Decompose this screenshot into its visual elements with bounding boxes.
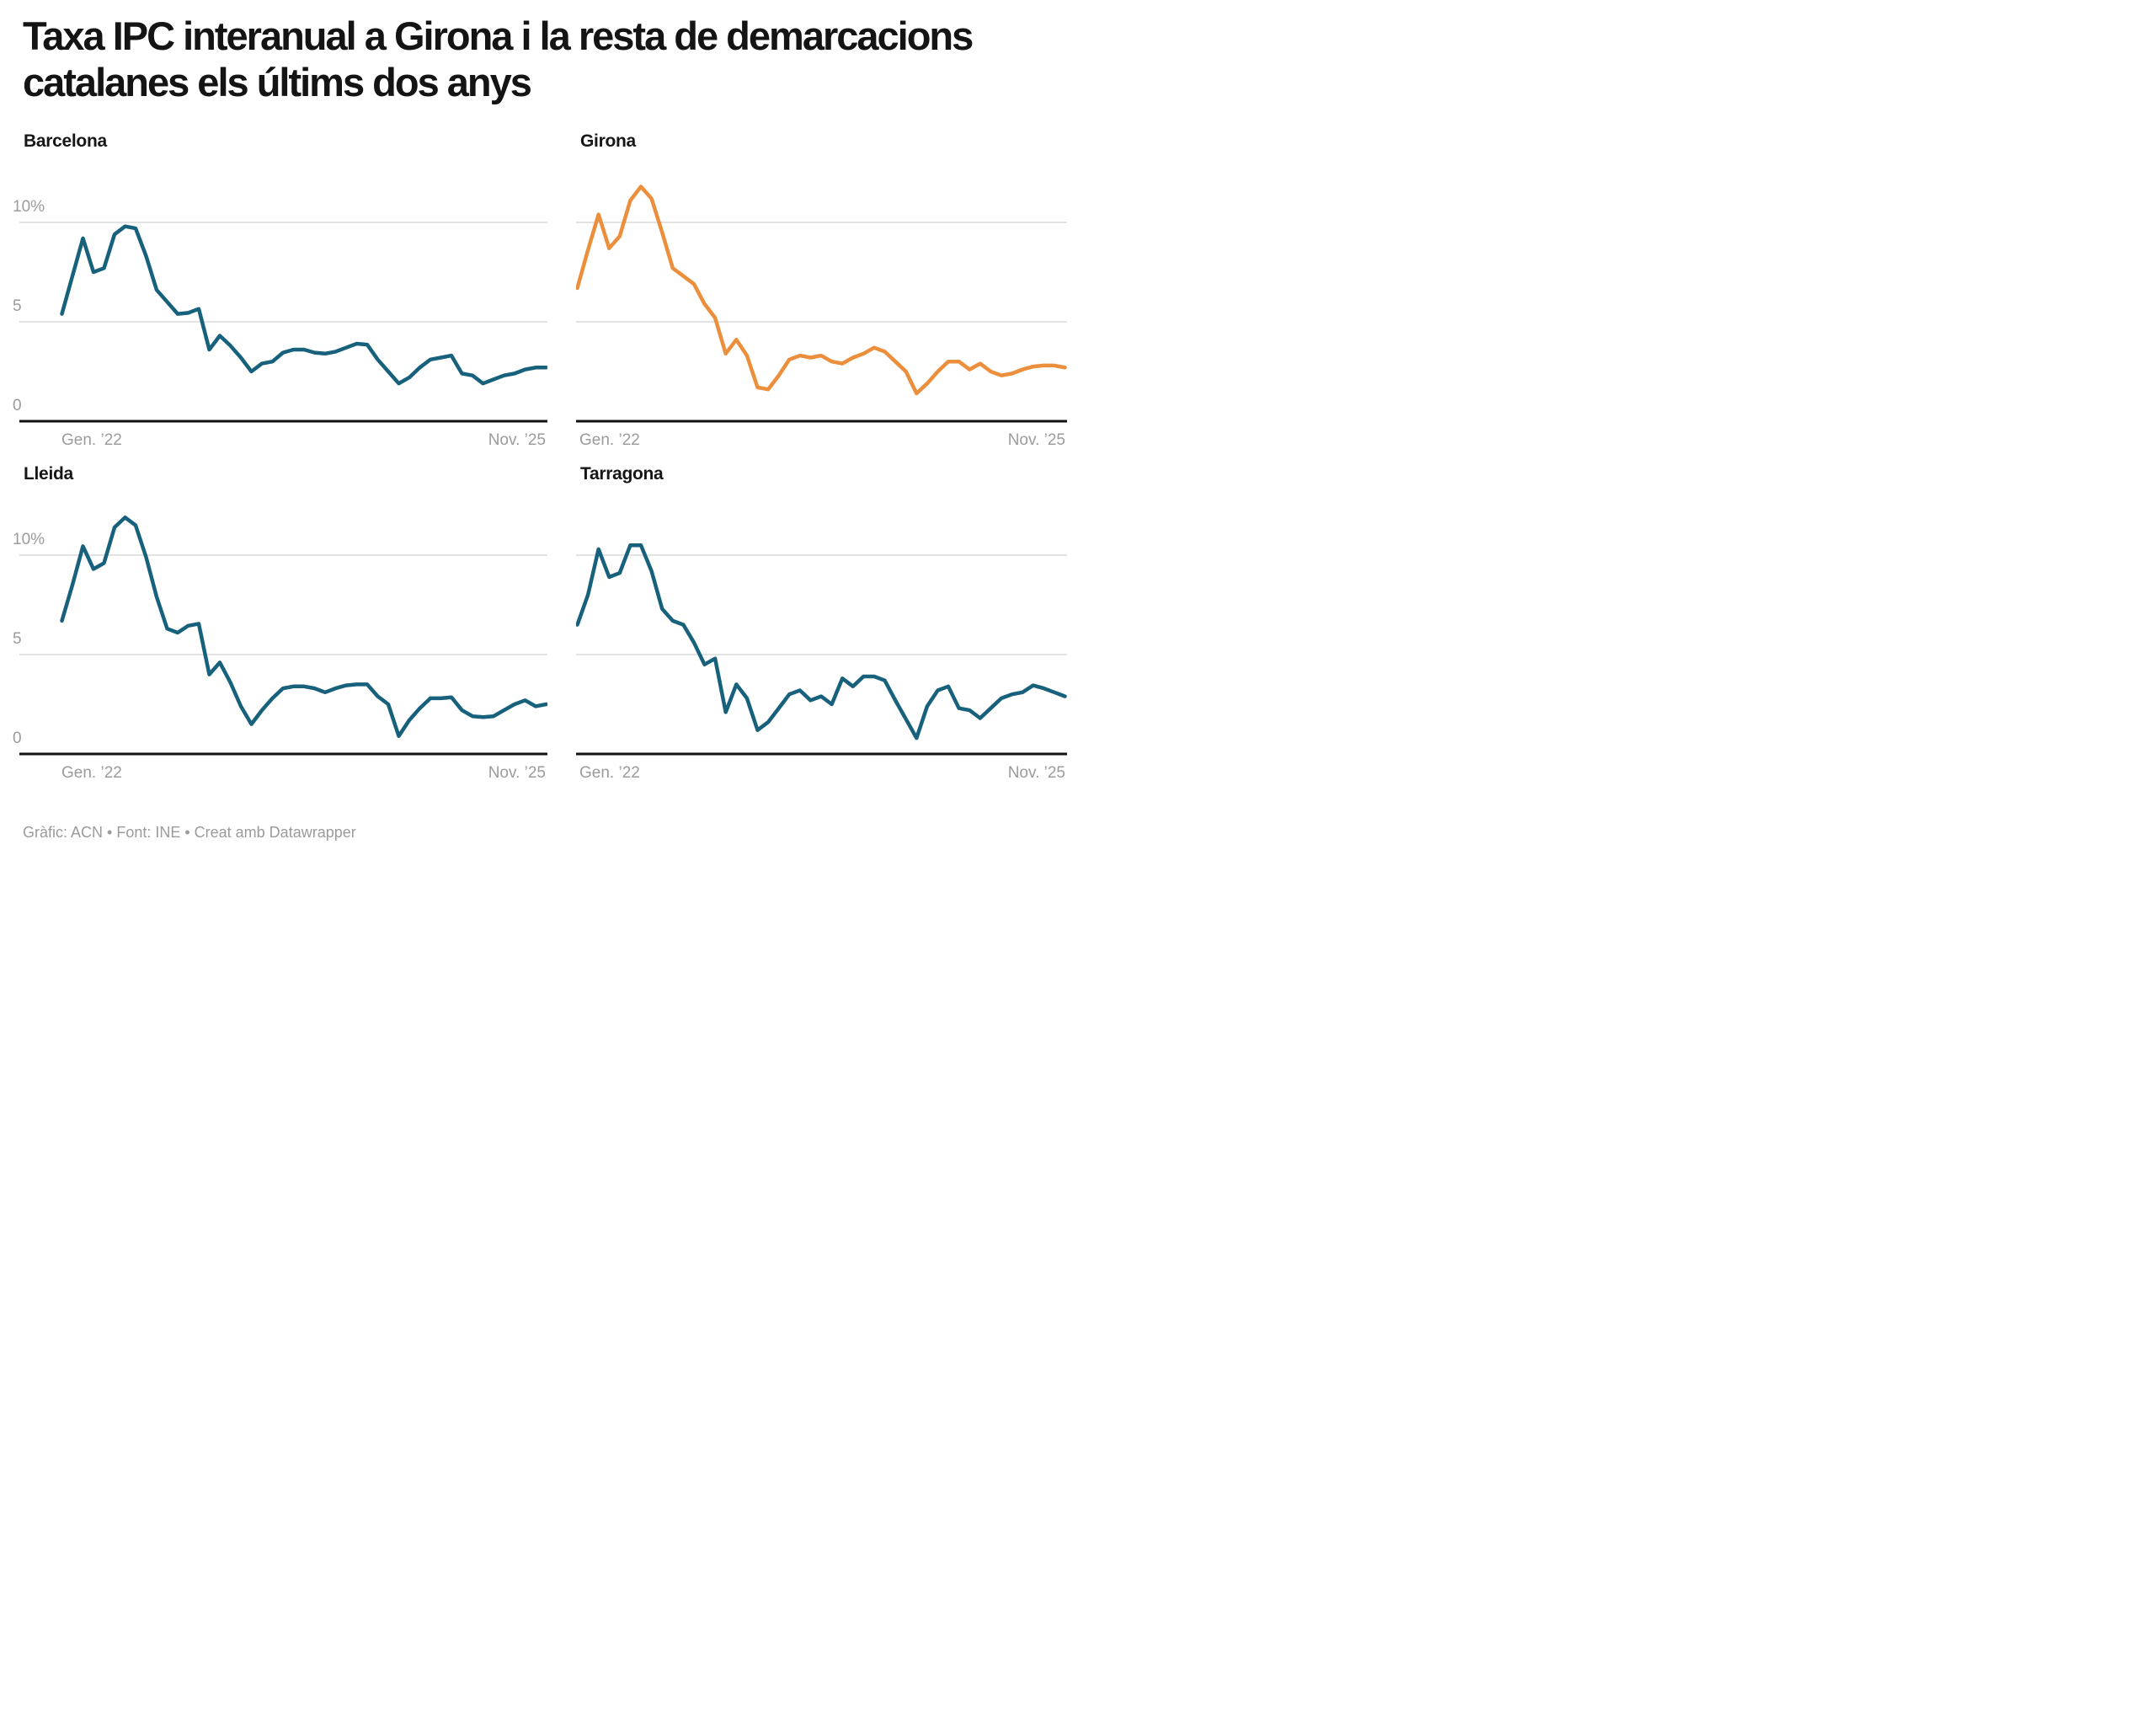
- panel-barcelona: Barcelona Gen. ’22 Nov. ’25 10% 5 0: [13, 126, 547, 480]
- chart-title: Taxa IPC interanual a Girona i la resta …: [23, 13, 974, 104]
- series-line-girona: [576, 184, 1067, 396]
- panel-title-barcelona: Barcelona: [24, 131, 107, 151]
- x-tick-end: Nov. ’25: [488, 764, 546, 782]
- panel-lleida: Lleida Gen. ’22 Nov. ’25 10% 5 0: [13, 459, 547, 813]
- x-axis-tarragona: Gen. ’22 Nov. ’25: [576, 762, 1067, 784]
- chart-credit: Gràfic: ACN • Font: INE • Creat amb Data…: [23, 824, 356, 841]
- x-axis-lleida: Gen. ’22 Nov. ’25: [19, 762, 547, 784]
- x-tick-end: Nov. ’25: [488, 431, 546, 449]
- y-tick-label-0: 0: [13, 397, 22, 414]
- datawrapper-small-multiples-chart: Taxa IPC interanual a Girona i la resta …: [0, 0, 1078, 866]
- line-chart-barcelona: [19, 222, 547, 423]
- line-chart-tarragona: [576, 543, 1067, 756]
- series-line-tarragona: [576, 543, 1067, 740]
- x-axis-girona: Gen. ’22 Nov. ’25: [576, 430, 1067, 452]
- x-tick-start: Gen. ’22: [579, 431, 640, 449]
- panel-title-tarragona: Tarragona: [580, 464, 664, 484]
- line-chart-girona: [576, 184, 1067, 423]
- y-tick-label-10: 10%: [13, 198, 45, 216]
- y-tick-label-5: 5: [13, 297, 22, 315]
- series-line-lleida: [60, 515, 547, 739]
- x-tick-start: Gen. ’22: [579, 764, 640, 782]
- y-tick-label-0: 0: [13, 730, 22, 747]
- x-tick-end: Nov. ’25: [1007, 764, 1065, 782]
- x-tick-start: Gen. ’22: [61, 764, 122, 782]
- y-tick-label-5: 5: [13, 630, 22, 648]
- series-line-barcelona: [60, 224, 547, 386]
- y-tick-label-10: 10%: [13, 531, 45, 548]
- panel-title-lleida: Lleida: [24, 464, 73, 484]
- panel-girona: Girona Gen. ’22 Nov. ’25: [576, 126, 1067, 480]
- x-tick-end: Nov. ’25: [1007, 431, 1065, 449]
- x-axis-barcelona: Gen. ’22 Nov. ’25: [19, 430, 547, 452]
- panel-tarragona: Tarragona Gen. ’22 Nov. ’25: [576, 459, 1067, 813]
- x-tick-start: Gen. ’22: [61, 431, 122, 449]
- panel-title-girona: Girona: [580, 131, 636, 151]
- line-chart-lleida: [19, 515, 547, 756]
